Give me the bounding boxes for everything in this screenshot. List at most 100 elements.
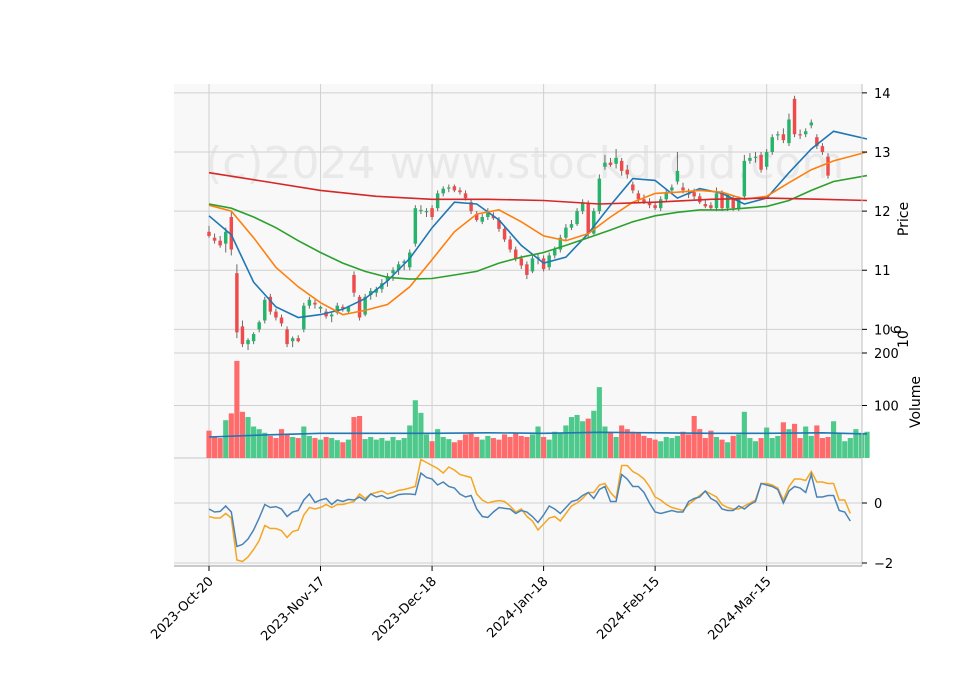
candle-up [569,224,574,228]
candle-down [474,214,479,220]
volume-tick-label: 200 [874,347,899,362]
volume-bar-up [396,440,402,458]
volume-bar-down [312,438,318,458]
volume-bar-up [552,431,558,458]
candle-up [224,231,228,244]
candle-up [803,131,808,135]
volume-bar-down [273,438,279,458]
candle-down [519,258,524,266]
volume-bar-up [390,437,396,458]
volume-bar-up [613,437,619,458]
volume-bar-down [697,429,703,458]
candle-down [826,156,830,176]
volume-bar-down [624,429,630,458]
volume-average-line [208,431,868,438]
candle-up [257,322,261,330]
volume-bar-up [368,437,374,458]
candle-up [335,305,339,313]
candle-up [592,211,596,234]
volume-bar-up [435,429,441,458]
volume-bar-down [541,437,547,458]
moving-average-line [208,171,868,205]
volume-bar-up [847,438,853,458]
volume-bar-up [245,417,251,458]
volume-bar-up [223,420,229,458]
volume-bar-up [831,421,837,458]
volume-bar-down [462,434,469,458]
candle-down [502,228,507,240]
volume-bar-up [440,437,446,458]
candle-up [564,227,568,238]
volume-bar-up [301,426,307,458]
volume-bar-up [568,417,575,458]
candle-down [513,249,518,259]
candle-up [363,296,367,315]
volume-bar-up [669,438,675,458]
candle-down [792,98,797,135]
volume-bar-down [635,432,641,458]
candle-up [346,306,351,312]
candle-up [614,157,618,164]
volume-bar-up [262,432,268,458]
volume-bar-down [518,435,524,458]
volume-bar-down [507,437,513,458]
candle-up [307,299,312,306]
volume-bar-up [379,438,385,458]
volume-bar-up [808,435,814,458]
candle-down [820,146,825,152]
volume-bar-up [775,435,781,458]
volume-bar-down [234,360,240,458]
volume-bar-up [853,429,859,458]
volume-bar-up [842,441,848,458]
candle-up [530,258,535,272]
candle-down [268,296,273,312]
candle-up [725,194,730,209]
volume-bar-up [423,434,430,458]
candle-up [368,290,373,296]
volume-bar-up [529,434,536,458]
candle-up [580,202,585,212]
price-tick-label: 11 [874,264,891,279]
candle-down [296,338,300,342]
volume-bar-down [791,423,798,458]
volume-bar-up [580,421,586,458]
volume-bar-up [858,432,865,458]
volume-bar-up [752,441,759,458]
volume-axis-title-group: Volume 106 [889,325,924,428]
candle-up [597,178,602,212]
candle-down [497,219,501,229]
candle-down [759,154,763,170]
volume-bar-down [278,429,285,458]
x-tick-label: 2023-Nov-17 [258,574,328,644]
volume-bar-up [602,426,608,458]
volume-bar-down [630,431,636,458]
candle-up [480,217,484,222]
price-panel [207,95,868,351]
candle-down [463,193,468,199]
candle-up [664,192,669,200]
candle-down [491,215,496,219]
candle-up [385,276,390,281]
volume-bar-up [256,429,262,458]
volume-bar-up [663,437,669,458]
candle-up [318,306,323,309]
volume-bar-down [780,422,786,458]
candle-down [274,311,278,318]
x-tick-label: 2024-Mar-15 [705,574,774,643]
candle-up [408,252,412,268]
volume-bar-down [607,432,614,458]
volume-bar-up [535,426,541,458]
candle-up [246,339,250,345]
price-axis-title: Price [896,202,912,236]
candle-up [329,314,334,317]
volume-bar-down [730,435,736,458]
x-tick-label: 2023-Oct-20 [148,574,216,642]
volume-bar-down [295,438,301,458]
candle-down [525,264,529,275]
candle-down [642,199,646,203]
candle-down [229,217,234,250]
candle-up [374,289,379,293]
volume-bar-up [741,411,747,458]
x-tick-label: 2024-Feb-15 [594,574,663,643]
